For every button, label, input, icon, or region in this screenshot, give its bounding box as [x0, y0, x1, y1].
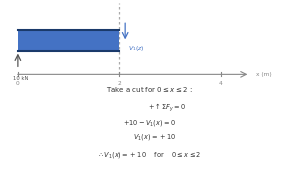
Text: x (m): x (m)	[256, 72, 272, 77]
Text: $\therefore V_1(x) = +10 \quad$ for $\quad 0 \leq x \leq 2$: $\therefore V_1(x) = +10 \quad$ for $\qu…	[97, 150, 201, 161]
Text: $+ \uparrow \Sigma F_y = 0$: $+ \uparrow \Sigma F_y = 0$	[148, 102, 186, 114]
Text: 4: 4	[219, 81, 222, 86]
Text: 0: 0	[16, 81, 20, 86]
Text: Take a cut for $0 \leq x \leq 2$ :: Take a cut for $0 \leq x \leq 2$ :	[105, 85, 193, 94]
Text: $V_1(x) = +10$: $V_1(x) = +10$	[134, 132, 176, 142]
Text: 10 kN: 10 kN	[13, 76, 29, 81]
Bar	[18, 30, 119, 51]
Text: $+10 - V_1(x) = 0$: $+10 - V_1(x) = 0$	[122, 118, 176, 128]
Text: 2: 2	[117, 81, 121, 86]
Text: $V_1(z)$: $V_1(z)$	[128, 44, 145, 53]
